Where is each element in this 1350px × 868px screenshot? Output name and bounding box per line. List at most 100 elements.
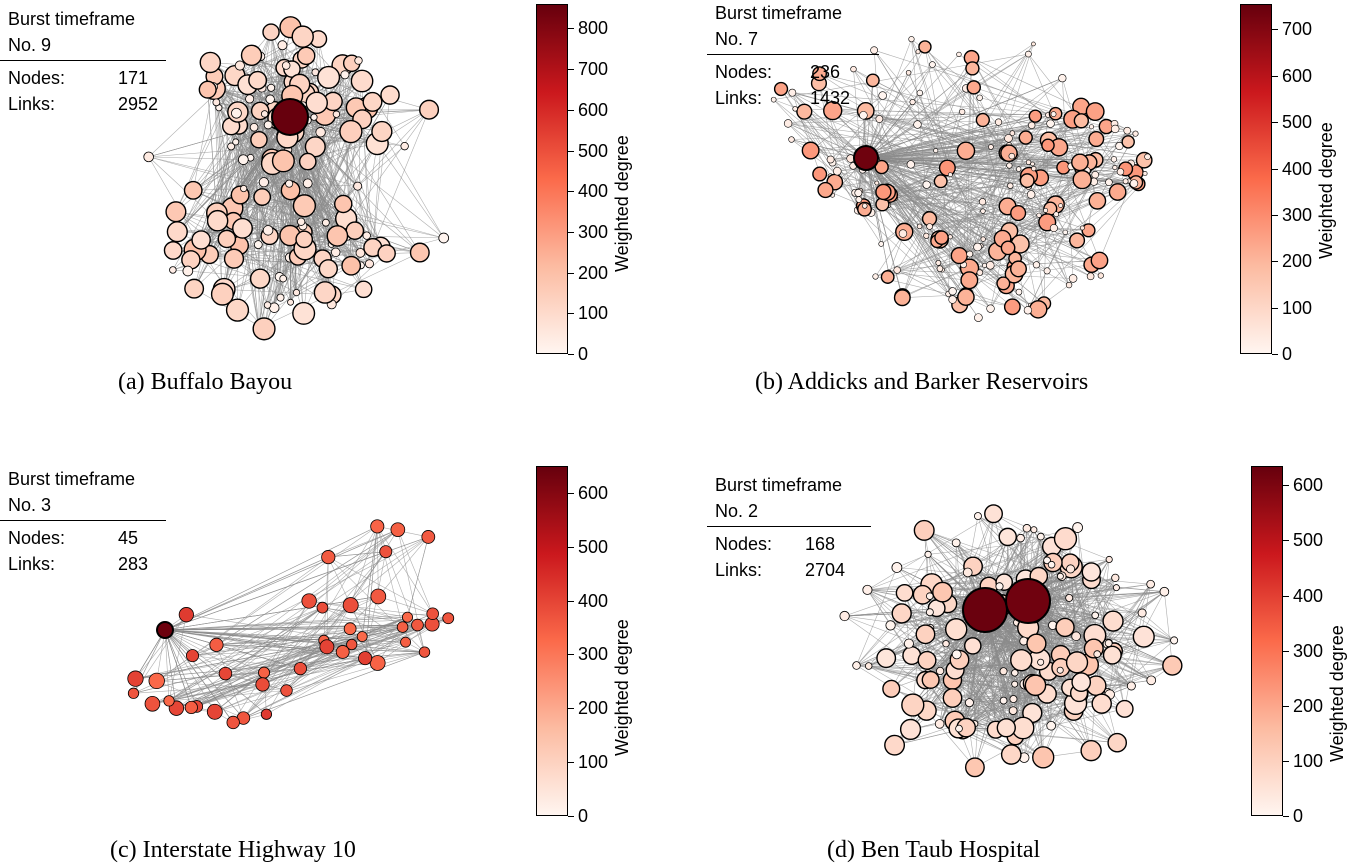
colorbar-tick xyxy=(568,762,574,764)
edge xyxy=(243,623,433,719)
edge xyxy=(853,68,1010,154)
node xyxy=(955,724,963,733)
colorbar-tick xyxy=(1272,29,1278,31)
edge xyxy=(875,167,948,277)
node xyxy=(1009,695,1018,704)
node xyxy=(335,645,350,659)
node xyxy=(421,530,436,544)
colorbar-tick xyxy=(568,313,574,315)
edge xyxy=(216,536,429,646)
node xyxy=(1041,138,1055,153)
node xyxy=(974,313,983,322)
edge xyxy=(164,629,366,659)
node xyxy=(380,85,400,105)
node xyxy=(1146,675,1157,686)
edge xyxy=(196,623,433,707)
node xyxy=(297,217,306,226)
node xyxy=(1091,170,1100,179)
node xyxy=(1008,706,1018,715)
colorbar-tick xyxy=(568,231,574,233)
edge xyxy=(976,591,1165,623)
node xyxy=(1132,130,1139,137)
node xyxy=(240,184,248,193)
edge xyxy=(865,68,973,159)
links-value: 2952 xyxy=(118,94,159,114)
node xyxy=(1115,699,1134,718)
node xyxy=(870,46,879,55)
edge xyxy=(942,128,1116,271)
node xyxy=(438,232,450,244)
divider xyxy=(0,520,166,521)
nodes-value: 171 xyxy=(118,68,149,88)
hub-node xyxy=(853,145,879,171)
node xyxy=(1121,135,1135,149)
node xyxy=(276,293,285,302)
edge xyxy=(865,46,926,159)
node xyxy=(1011,680,1019,688)
node xyxy=(263,120,273,130)
edge xyxy=(222,183,290,295)
colorbar-gradient xyxy=(536,466,568,816)
node xyxy=(812,166,828,182)
node xyxy=(317,65,341,89)
node xyxy=(934,230,949,246)
nodes-label: Nodes: xyxy=(715,62,773,82)
colorbar-tick xyxy=(568,708,574,710)
node xyxy=(206,703,223,720)
colorbar-tick-label: 100 xyxy=(1282,297,1313,318)
node xyxy=(1073,113,1090,129)
edge xyxy=(156,680,244,719)
node xyxy=(1102,645,1122,665)
node xyxy=(1037,658,1045,666)
edge xyxy=(990,77,1063,148)
timeframe-number: No. 7 xyxy=(715,29,759,49)
node xyxy=(418,646,431,658)
edge xyxy=(164,629,177,709)
node xyxy=(1036,212,1042,218)
node xyxy=(1091,693,1112,714)
edge xyxy=(844,611,930,617)
node xyxy=(358,651,373,666)
edge xyxy=(912,101,1092,265)
edge xyxy=(950,175,1030,238)
edge xyxy=(303,145,405,233)
hub-node xyxy=(156,621,174,639)
colorbar-tick-label: 200 xyxy=(578,698,609,719)
edge xyxy=(361,526,378,637)
edge xyxy=(1010,528,1028,755)
node xyxy=(143,151,154,163)
colorbar-label: Weighted degree xyxy=(1316,122,1336,259)
edge xyxy=(971,57,1139,185)
colorbar-gradient xyxy=(536,4,568,354)
panel-ben-taub-hospital: Burst timeframe No. 2 Nodes: 168 Links: 27… xyxy=(675,434,1350,868)
node xyxy=(1011,669,1019,677)
node xyxy=(340,70,350,80)
edge xyxy=(358,60,361,253)
colorbar-tick xyxy=(568,191,574,193)
node xyxy=(1032,261,1040,269)
edge xyxy=(378,536,429,597)
node xyxy=(916,89,923,97)
node xyxy=(1091,611,1099,620)
colorbar-tick-label: 300 xyxy=(578,221,609,242)
node xyxy=(262,225,274,236)
colorbar-tick-label: 100 xyxy=(1293,750,1324,771)
node xyxy=(1159,586,1170,597)
edge xyxy=(865,157,882,244)
edge xyxy=(865,54,960,159)
nodes-value: 168 xyxy=(805,534,836,554)
edge xyxy=(378,596,433,615)
node xyxy=(369,655,386,671)
edge xyxy=(164,596,379,631)
node xyxy=(1137,608,1147,618)
edge xyxy=(243,641,406,719)
edge xyxy=(926,710,976,768)
colorbar-tick xyxy=(1283,705,1289,707)
node xyxy=(411,618,424,632)
edge xyxy=(216,529,399,646)
edge xyxy=(865,72,909,159)
hub-node xyxy=(962,587,1008,633)
colorbar-tick xyxy=(1283,816,1289,817)
node xyxy=(1030,526,1038,534)
node xyxy=(127,670,144,687)
